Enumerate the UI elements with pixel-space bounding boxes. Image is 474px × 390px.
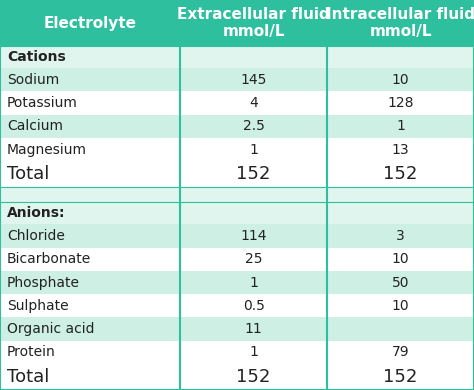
Text: 4: 4 — [249, 96, 258, 110]
Text: Sulphate: Sulphate — [7, 299, 69, 313]
Bar — [180, 364, 327, 390]
Bar — [0, 46, 180, 68]
Text: 50: 50 — [392, 276, 409, 290]
Bar — [0, 341, 180, 364]
Bar — [180, 138, 327, 161]
Bar — [0, 161, 180, 187]
Bar — [0, 0, 180, 46]
Text: Total: Total — [7, 165, 49, 183]
Text: 11: 11 — [245, 322, 263, 336]
Bar — [180, 341, 327, 364]
Bar — [327, 68, 474, 91]
Bar — [180, 46, 327, 68]
Text: 10: 10 — [392, 252, 410, 266]
Bar — [0, 115, 180, 138]
Text: 1: 1 — [396, 119, 405, 133]
Text: 114: 114 — [240, 229, 267, 243]
Text: Extracellular fluid
mmol/L: Extracellular fluid mmol/L — [177, 7, 330, 39]
Bar — [327, 187, 474, 202]
Text: Bicarbonate: Bicarbonate — [7, 252, 91, 266]
Bar — [0, 317, 180, 341]
Text: 10: 10 — [392, 73, 410, 87]
Bar — [0, 202, 180, 225]
Bar — [0, 187, 180, 202]
Bar — [327, 0, 474, 46]
Bar — [327, 115, 474, 138]
Text: Cations: Cations — [7, 50, 66, 64]
Bar — [180, 248, 327, 271]
Bar — [0, 248, 180, 271]
Bar — [180, 225, 327, 248]
Bar — [180, 161, 327, 187]
Text: Calcium: Calcium — [7, 119, 63, 133]
Bar — [180, 0, 327, 46]
Text: Sodium: Sodium — [7, 73, 59, 87]
Bar — [327, 138, 474, 161]
Text: 1: 1 — [249, 345, 258, 359]
Text: 3: 3 — [396, 229, 405, 243]
Bar — [0, 271, 180, 294]
Text: 128: 128 — [387, 96, 414, 110]
Bar — [327, 202, 474, 225]
Text: 13: 13 — [392, 142, 410, 156]
Bar — [0, 364, 180, 390]
Bar — [180, 202, 327, 225]
Text: Magnesium: Magnesium — [7, 142, 87, 156]
Text: 10: 10 — [392, 299, 410, 313]
Text: Anions:: Anions: — [7, 206, 65, 220]
Bar — [180, 68, 327, 91]
Text: 2.5: 2.5 — [243, 119, 264, 133]
Text: 25: 25 — [245, 252, 262, 266]
Bar — [327, 248, 474, 271]
Text: 152: 152 — [383, 368, 418, 386]
Bar — [0, 225, 180, 248]
Text: 152: 152 — [383, 165, 418, 183]
Bar — [180, 317, 327, 341]
Text: 1: 1 — [249, 276, 258, 290]
Bar — [0, 294, 180, 317]
Text: 152: 152 — [237, 165, 271, 183]
Bar — [327, 225, 474, 248]
Bar — [327, 294, 474, 317]
Text: 152: 152 — [237, 368, 271, 386]
Bar — [327, 91, 474, 115]
Text: Chloride: Chloride — [7, 229, 65, 243]
Bar — [327, 271, 474, 294]
Text: Phosphate: Phosphate — [7, 276, 80, 290]
Bar — [180, 271, 327, 294]
Bar — [180, 115, 327, 138]
Text: Intracellular fluid
mmol/L: Intracellular fluid mmol/L — [326, 7, 474, 39]
Text: Potassium: Potassium — [7, 96, 78, 110]
Text: Protein: Protein — [7, 345, 56, 359]
Bar — [327, 364, 474, 390]
Bar — [0, 138, 180, 161]
Bar — [327, 161, 474, 187]
Text: Total: Total — [7, 368, 49, 386]
Bar — [0, 68, 180, 91]
Bar — [0, 91, 180, 115]
Bar — [327, 341, 474, 364]
Text: 79: 79 — [392, 345, 410, 359]
Bar — [180, 187, 327, 202]
Bar — [327, 317, 474, 341]
Text: 0.5: 0.5 — [243, 299, 264, 313]
Text: Organic acid: Organic acid — [7, 322, 95, 336]
Text: 145: 145 — [240, 73, 267, 87]
Bar — [180, 294, 327, 317]
Text: Electrolyte: Electrolyte — [44, 16, 137, 30]
Bar — [180, 91, 327, 115]
Bar — [327, 46, 474, 68]
Text: 1: 1 — [249, 142, 258, 156]
